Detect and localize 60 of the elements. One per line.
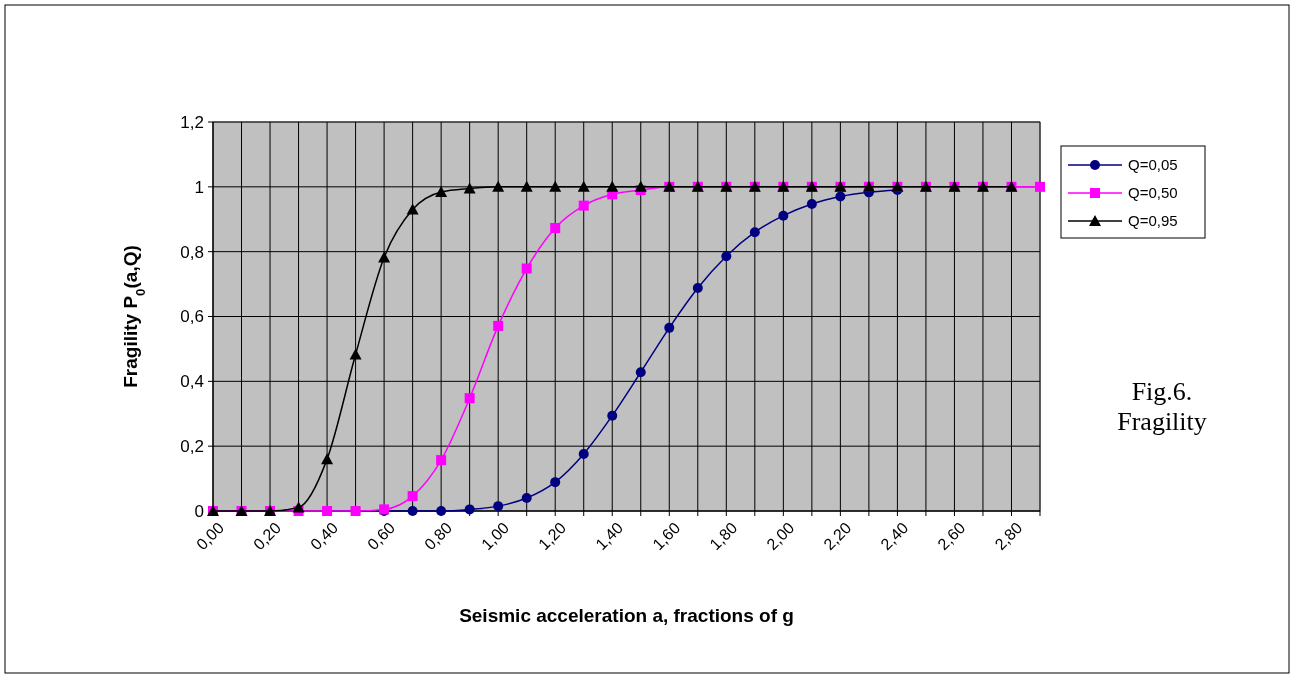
point xyxy=(778,210,789,221)
legend-label: Q=0,95 xyxy=(1128,212,1178,230)
point xyxy=(835,191,846,202)
x-tick-label: 0,80 xyxy=(421,518,456,554)
point xyxy=(292,501,305,513)
point xyxy=(692,282,703,293)
point xyxy=(606,180,619,192)
point xyxy=(578,448,589,459)
caption: Fig.6. Fragility xyxy=(1117,377,1207,436)
point xyxy=(493,501,504,512)
point xyxy=(578,200,589,211)
point xyxy=(406,203,419,215)
y-tick-label: 1,2 xyxy=(180,112,204,132)
legend-label: Q=0,50 xyxy=(1128,184,1178,202)
x-axis-title: Seismic acceleration a, fractions of g xyxy=(459,605,794,626)
x-tick-label: 0,60 xyxy=(364,518,399,554)
point xyxy=(349,348,362,360)
point xyxy=(550,477,561,488)
y-tick-label: 0,8 xyxy=(180,242,204,262)
point xyxy=(806,199,817,210)
y-tick-label: 0,6 xyxy=(180,307,204,327)
point xyxy=(493,320,504,331)
point xyxy=(435,186,448,198)
point xyxy=(463,182,476,194)
point xyxy=(407,506,418,516)
point xyxy=(436,455,447,466)
x-tick-label: 2,80 xyxy=(991,518,1026,554)
point xyxy=(492,180,505,192)
point xyxy=(635,367,646,378)
point xyxy=(664,322,675,333)
x-tick-label: 1,40 xyxy=(592,518,627,554)
point xyxy=(321,453,334,465)
legend-label: Q=0,05 xyxy=(1128,156,1178,174)
y-tick-label: 0,4 xyxy=(180,372,204,392)
x-tick-label: 1,00 xyxy=(478,518,513,554)
point xyxy=(577,180,590,192)
point xyxy=(407,491,418,502)
point xyxy=(436,506,447,516)
x-tick-label: 0,20 xyxy=(250,518,285,554)
x-tick-label: 0,00 xyxy=(193,518,228,554)
x-tick-label: 1,20 xyxy=(535,518,570,554)
point xyxy=(607,410,618,421)
point xyxy=(749,227,760,238)
x-tick-label: 1,80 xyxy=(706,518,741,554)
point xyxy=(721,251,732,262)
x-tick-label: 1,60 xyxy=(649,518,684,554)
point xyxy=(550,223,561,233)
point xyxy=(634,180,647,192)
point xyxy=(378,251,391,263)
point xyxy=(549,180,562,192)
y-tick-label: 0 xyxy=(194,501,204,521)
point xyxy=(464,393,475,404)
point xyxy=(521,493,532,504)
y-tick-label: 1 xyxy=(194,177,204,197)
point xyxy=(521,263,532,274)
point xyxy=(464,504,475,515)
point xyxy=(520,180,533,192)
point xyxy=(1035,181,1045,192)
x-tick-label: 0,40 xyxy=(307,518,342,554)
y-tick-label: 0,2 xyxy=(180,437,204,457)
